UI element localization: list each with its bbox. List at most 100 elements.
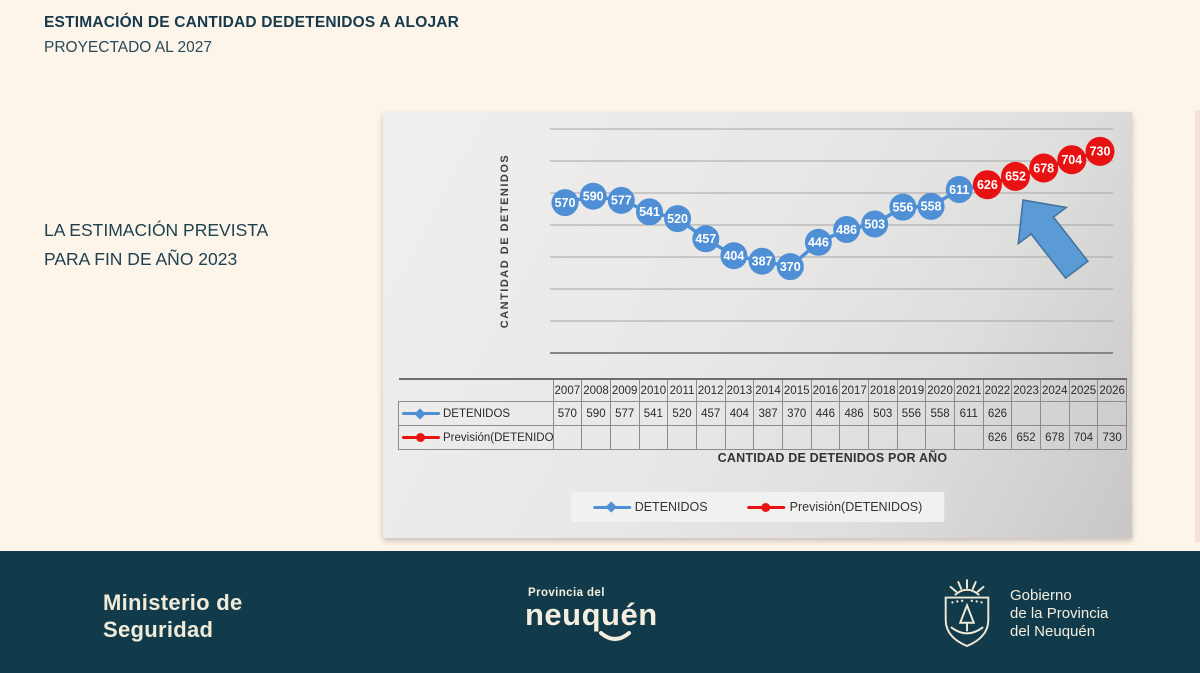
data-point-label: 590: [583, 190, 604, 204]
value-cell: [1039, 401, 1070, 426]
series-name: DETENIDOS: [443, 407, 511, 420]
data-point-label: 558: [921, 200, 942, 214]
data-point-marker: [776, 253, 804, 281]
value-cell: 626: [982, 401, 1013, 426]
year-header-cell: 2026: [1097, 378, 1127, 402]
value-cell: 503: [867, 401, 898, 426]
year-header-cell: 2011: [667, 378, 697, 402]
page-subtitle: PROYECTADO AL 2027: [44, 39, 212, 56]
year-header-cell: 2009: [609, 378, 640, 402]
gov-line1: Gobierno: [1010, 587, 1072, 604]
data-point-marker: [804, 228, 832, 256]
line-chart: CANTIDAD DE DETENIDOS 570 590 577 541 520 457 4…: [499, 128, 1115, 354]
value-cell: 520: [667, 401, 697, 426]
value-cell: [925, 425, 955, 450]
data-point-marker: [833, 216, 861, 243]
year-header-cell: 2016: [810, 378, 841, 402]
chart-panel: CANTIDAD DE DETENIDOS 570 590 577 541 520 457 4…: [383, 112, 1132, 538]
data-table: 2007 2008 2009 2010 2011 2012 2013 2014 2015 2016…: [398, 378, 1127, 450]
data-point-label: 541: [639, 205, 660, 219]
ministry-label: Ministerio de Seguridad: [103, 589, 243, 643]
data-point-marker: [917, 192, 945, 220]
series-name: Previsión(DETENIDOS): [443, 431, 553, 444]
data-point-marker: [607, 186, 635, 214]
series-key-icon: [402, 433, 440, 443]
title-block: ESTIMACIÓN DE CANTIDAD DEDETENIDOS A ALO…: [44, 14, 459, 57]
year-header-cell: 2015: [781, 378, 812, 402]
value-cell: [667, 425, 697, 450]
series-key-icon: [747, 502, 786, 512]
data-point-marker: [889, 193, 917, 221]
data-point-marker: [720, 242, 748, 270]
data-point-marker: [692, 225, 720, 253]
y-axis-title: CANTIDAD DE DETENIDOS: [499, 154, 511, 329]
series-key-icon: [402, 407, 440, 420]
legend-label: Previsión(DETENIDOS): [789, 500, 923, 514]
value-cell: 387: [753, 401, 783, 426]
data-point-label: 704: [1061, 153, 1082, 167]
data-point-label: 404: [723, 249, 744, 263]
value-cell: [552, 425, 583, 450]
trend-arrow: [1017, 199, 1090, 280]
screen-edge-strip: [1195, 110, 1200, 542]
year-header-cell: 2017: [839, 378, 869, 402]
value-cell: [638, 425, 669, 450]
value-cell: 446: [810, 401, 841, 426]
data-point-label: 611: [949, 183, 969, 197]
value-cell: 370: [781, 401, 812, 426]
value-cell: 626: [982, 425, 1013, 450]
x-axis-title: CANTIDAD DE DETENIDOS POR AÑO: [717, 451, 948, 465]
value-cell: [753, 425, 783, 450]
side-note-line1: LA ESTIMACIÓN PREVISTA: [44, 220, 269, 240]
value-cell: [1097, 401, 1127, 426]
neuquen-smile-icon: [599, 631, 631, 641]
year-header-cell: 2025: [1068, 378, 1099, 402]
data-point-marker: [1085, 136, 1115, 166]
data-point-label: 577: [611, 194, 632, 208]
gov-line2: de la Provincia: [1010, 605, 1109, 622]
year-header-cell: 2022: [982, 378, 1013, 402]
table-row: DETENIDOS 570 590 577 541 520 457 404 387 370 446 4…: [398, 401, 1127, 426]
value-cell: 730: [1097, 425, 1127, 450]
series-label-cell: Previsión(DETENIDOS): [398, 425, 554, 450]
value-cell: [724, 425, 755, 450]
value-cell: [896, 425, 927, 450]
value-cell: 652: [1011, 425, 1041, 450]
year-header-cell: 2024: [1039, 378, 1070, 402]
value-cell: 590: [581, 401, 611, 426]
data-point-label: 457: [695, 232, 716, 246]
data-point-label: 387: [752, 255, 773, 269]
data-point-marker: [636, 198, 663, 226]
year-header-cell: 2021: [953, 378, 984, 402]
value-cell: 704: [1068, 425, 1099, 450]
year-header-cell: 2019: [896, 378, 927, 402]
series-key-icon: [592, 501, 631, 513]
value-cell: 404: [724, 401, 755, 426]
year-header-cell: 2023: [1011, 378, 1041, 402]
value-cell: [609, 425, 640, 450]
value-cell: 558: [925, 401, 955, 426]
value-cell: 556: [896, 401, 927, 426]
data-point-label: 678: [1033, 161, 1054, 175]
value-cell: 570: [552, 401, 583, 426]
value-cell: [867, 425, 898, 450]
value-cell: [1011, 401, 1041, 426]
value-cell: 611: [953, 401, 984, 426]
year-header-cell: 2007: [552, 378, 583, 402]
data-point-label: 503: [864, 217, 885, 231]
data-point-marker: [579, 182, 607, 210]
data-point-marker: [551, 189, 579, 217]
side-note-line2: PARA FIN DE AÑO 2023: [44, 249, 238, 269]
data-point-marker: [972, 170, 1002, 200]
data-point-label: 556: [892, 200, 913, 214]
data-point-label: 520: [667, 212, 688, 226]
value-cell: 457: [695, 401, 726, 426]
year-header-cell: 2008: [581, 378, 611, 402]
government-label: Gobierno de la Provincia del Neuquén: [1010, 587, 1108, 641]
provincial-crest-icon: [944, 579, 990, 648]
year-header-cell: 2020: [925, 378, 955, 402]
neuquen-province-logo: Provincia del neuquén: [525, 587, 658, 641]
side-note: LA ESTIMACIÓN PREVISTA PARA FIN DE AÑO 2…: [44, 216, 268, 274]
table-corner-cell: [398, 378, 553, 402]
